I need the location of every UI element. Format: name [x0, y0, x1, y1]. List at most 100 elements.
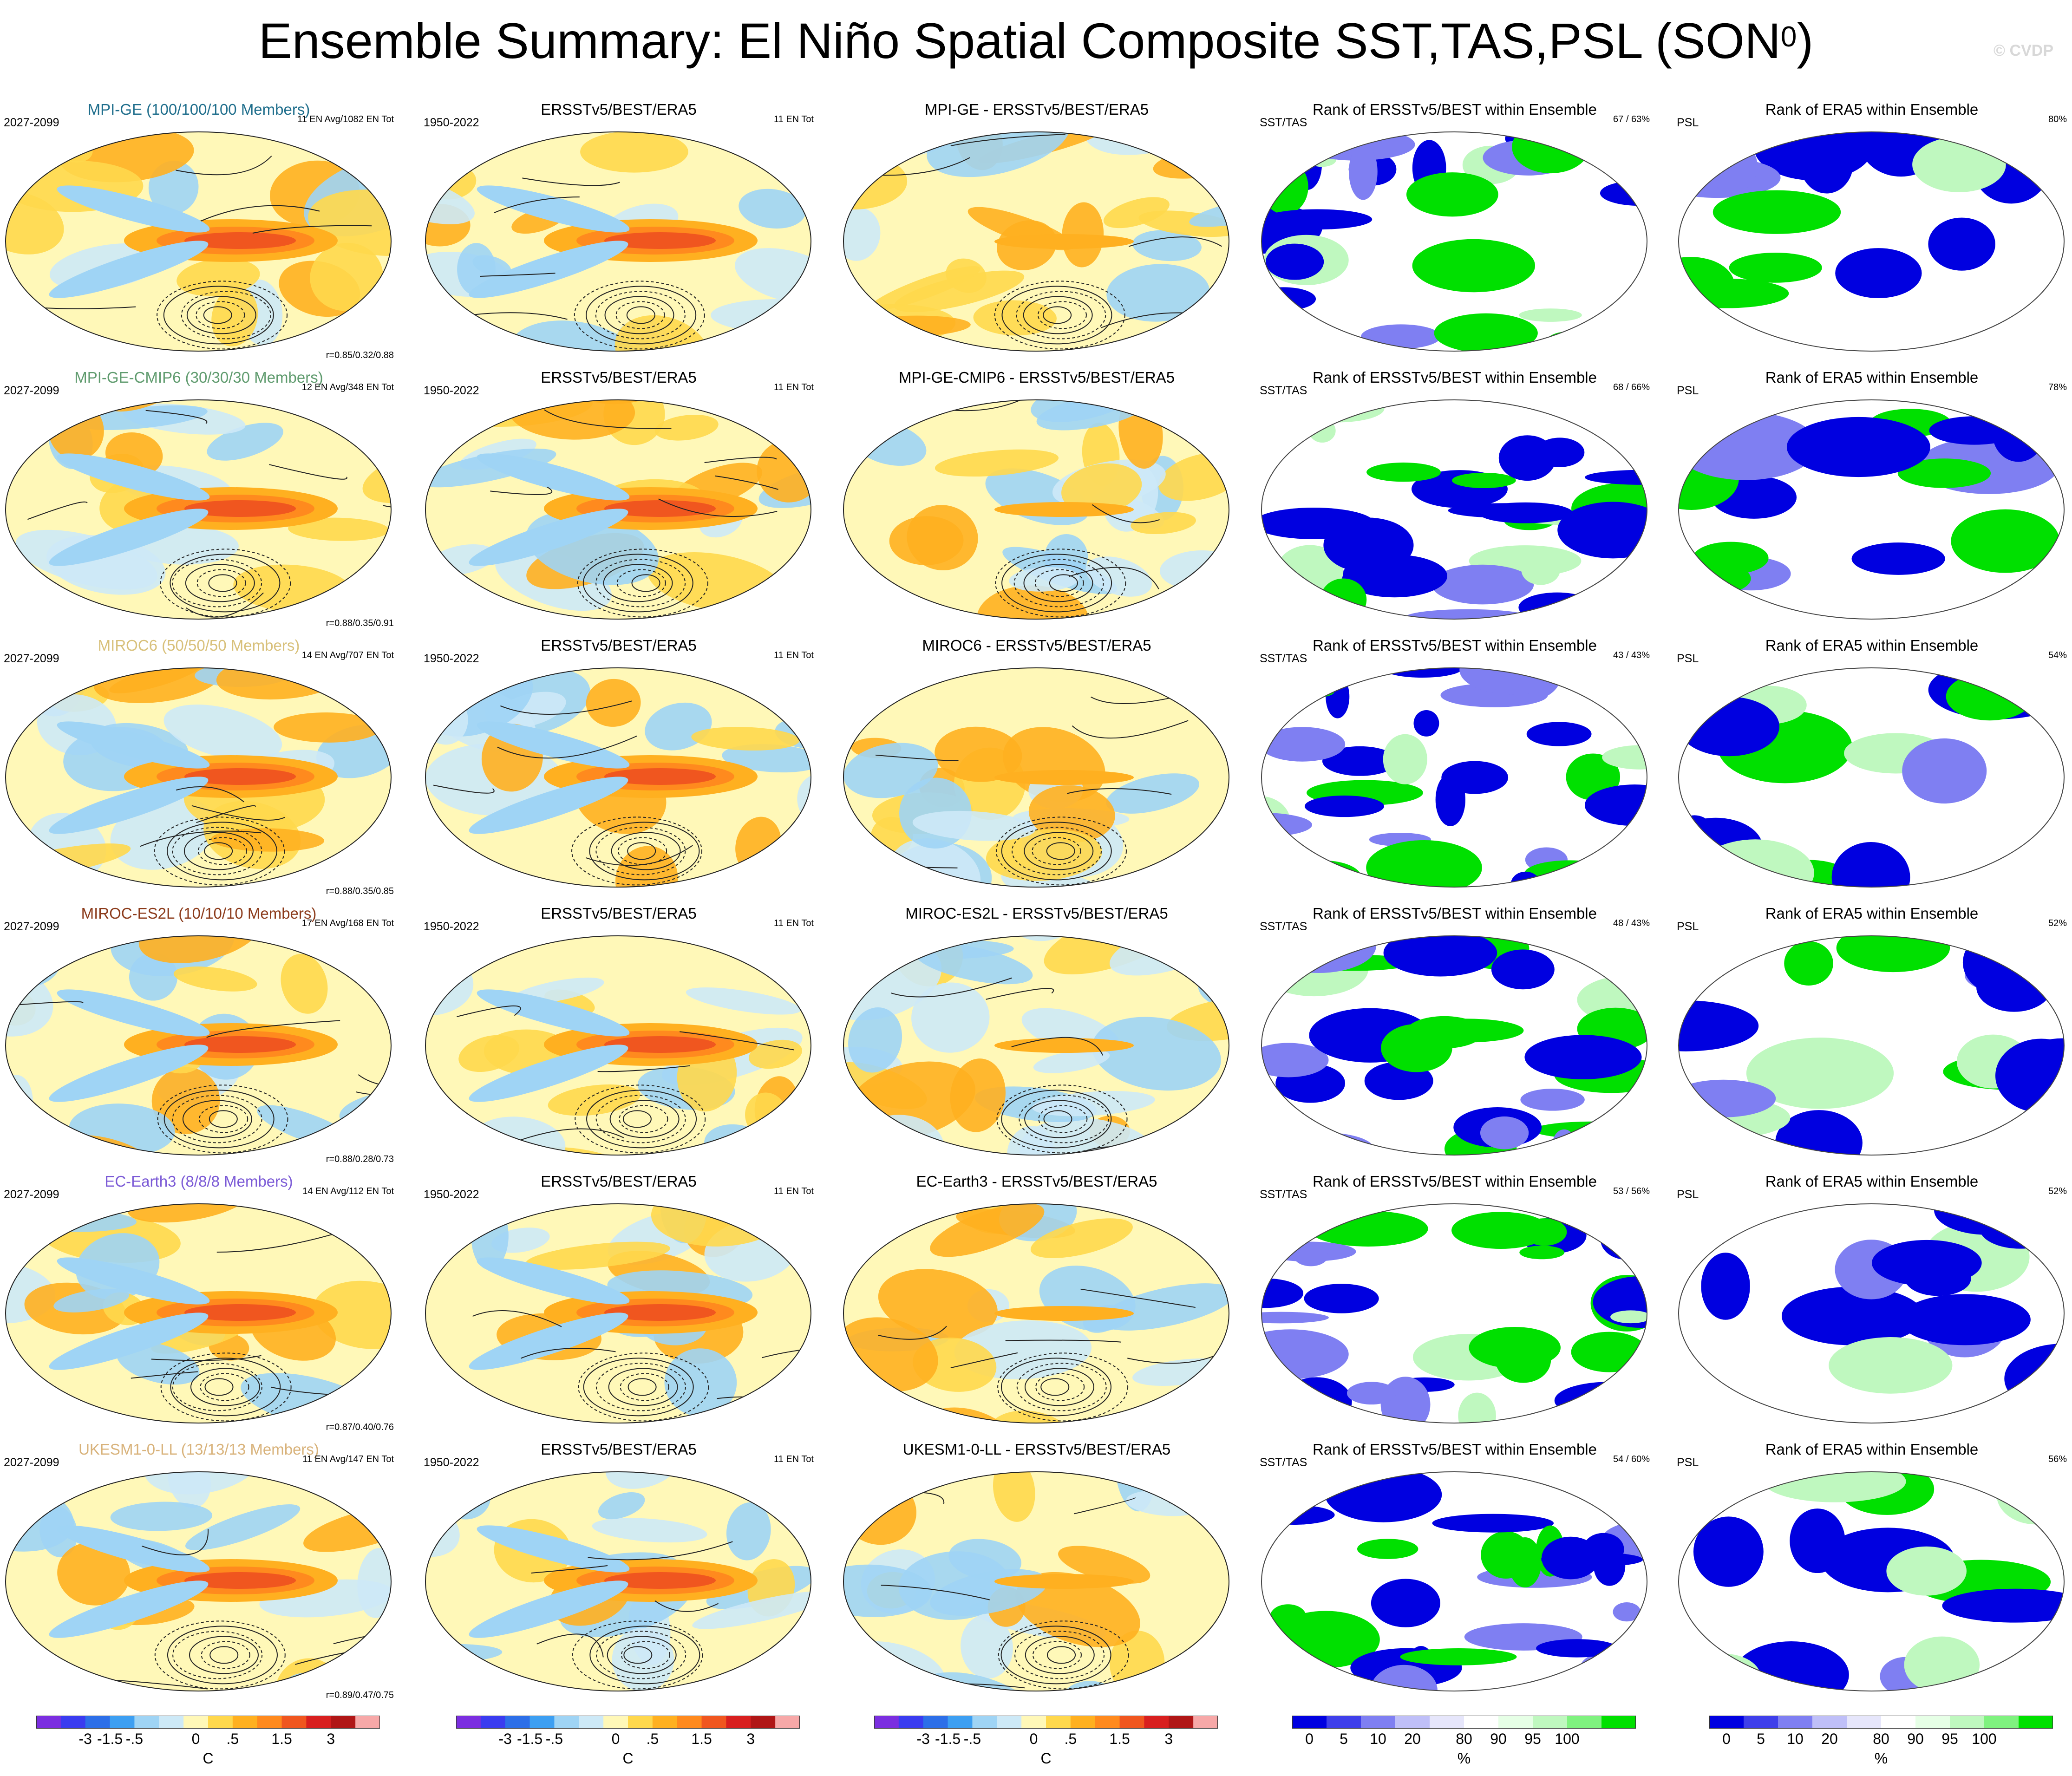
colorbar-tick-label: .5 — [1064, 1730, 1077, 1747]
colorbar-tick-label: 10 — [1787, 1730, 1804, 1747]
panel-right-label: 78% — [2048, 382, 2067, 392]
panel-rank-psl-row-6: Rank of ERA5 within Ensemble PSL 56% — [1677, 1441, 2067, 1704]
colorbar-swatch — [1430, 1716, 1464, 1729]
rank-sst-map — [1261, 1471, 1647, 1691]
panel-right-label: 14 EN Avg/707 EN Tot — [301, 650, 394, 660]
colorbar-tick-label: -3 — [916, 1730, 930, 1747]
pattern-correlation-label: r=0.88/0.35/0.85 — [326, 886, 394, 896]
panel-model-row-2: MPI-GE-CMIP6 (30/30/30 Members) 2027-2099… — [4, 369, 394, 633]
panel-left-label: 1950-2022 — [424, 116, 479, 129]
colorbar-tick-label: .5 — [646, 1730, 659, 1747]
panel-left-label: PSL — [1677, 652, 1699, 665]
panel-model-row-4: MIROC-ES2L (10/10/10 Members) 2027-2099 17… — [4, 905, 394, 1169]
colorbar-swatch — [1046, 1716, 1071, 1729]
colorbar-tick-label: 80 — [1873, 1730, 1889, 1747]
panel-title: Rank of ERA5 within Ensemble — [1765, 905, 1979, 922]
rank-sst-map — [1261, 935, 1647, 1156]
panel-title: MIROC6 - ERSSTv5/BEST/ERA5 — [922, 637, 1151, 654]
panel-title: ERSSTv5/BEST/ERA5 — [541, 1173, 697, 1190]
colorbar-swatch — [355, 1716, 380, 1729]
colorbar-swatch — [972, 1716, 997, 1729]
panel-title: Rank of ERSSTv5/BEST within Ensemble — [1313, 637, 1597, 654]
colorbar-3: -3 -1.5 -.5 0 .5 1.5 3 C — [874, 1716, 1218, 1771]
panel-title: Rank of ERA5 within Ensemble — [1765, 1441, 1979, 1458]
colorbar-5: 0 5 10 20 80 90 95 100% — [1709, 1716, 2053, 1771]
obs-map — [425, 1471, 811, 1691]
panel-right-label: 52% — [2048, 1186, 2067, 1196]
panel-obs-row-2: ERSSTv5/BEST/ERA5 1950-2022 11 EN Tot — [424, 369, 814, 633]
panel-right-label: 11 EN Tot — [774, 114, 814, 124]
panel-right-label: 14 EN Avg/112 EN Tot — [302, 1186, 394, 1196]
colorbar-tick-label: 3 — [746, 1730, 755, 1747]
colorbar-swatch — [898, 1716, 924, 1729]
colorbar-swatch — [1533, 1716, 1568, 1729]
colorbar-swatch — [628, 1716, 653, 1729]
rank-psl-map — [1678, 935, 2065, 1156]
colorbar-tick-label: 0 — [1722, 1730, 1731, 1747]
colorbar-swatch — [1744, 1716, 1778, 1729]
colorbar-2: -3 -1.5 -.5 0 .5 1.5 3 C — [456, 1716, 800, 1771]
colorbar-swatches — [456, 1716, 800, 1729]
colorbar-swatch — [1361, 1716, 1396, 1729]
colorbar-swatch — [751, 1716, 776, 1729]
colorbar-swatch — [1915, 1716, 1950, 1729]
colorbar-swatch — [1021, 1716, 1046, 1729]
panel-title: Rank of ERSSTv5/BEST within Ensemble — [1313, 1173, 1597, 1190]
panel-title: MPI-GE - ERSSTv5/BEST/ERA5 — [924, 101, 1149, 118]
colorbar-swatch — [1144, 1716, 1169, 1729]
pattern-correlation-label: r=0.87/0.40/0.76 — [326, 1422, 394, 1432]
colorbar-4: 0 5 10 20 80 90 95 100% — [1292, 1716, 1636, 1771]
panel-left-label: 1950-2022 — [424, 1188, 479, 1201]
colorbar-swatch — [652, 1716, 678, 1729]
colorbar-swatch — [1119, 1716, 1144, 1729]
colorbar-swatch — [874, 1716, 899, 1729]
colorbar-swatches — [874, 1716, 1218, 1729]
colorbar-swatch — [60, 1716, 86, 1729]
colorbar-swatch — [1881, 1716, 1916, 1729]
colorbar-swatch — [775, 1716, 800, 1729]
panel-left-label: PSL — [1677, 1188, 1699, 1201]
colorbar-tick-label: 90 — [1490, 1730, 1507, 1747]
colorbar-tick-label: -.5 — [963, 1730, 981, 1747]
panel-left-label: SST/TAS — [1260, 1188, 1307, 1201]
page-title: Ensemble Summary: El Niño Spatial Compos… — [258, 13, 1814, 69]
panel-right-label: 54 / 60% — [1613, 1454, 1650, 1464]
colorbar-tick-label: -.5 — [125, 1730, 144, 1747]
credit-text: © CVDP — [1994, 42, 2053, 59]
model-map — [5, 667, 392, 888]
panel-right-label: 11 EN Tot — [774, 650, 814, 660]
model-map — [5, 131, 392, 352]
panel-obs-row-4: ERSSTv5/BEST/ERA5 1950-2022 11 EN Tot — [424, 905, 814, 1169]
colorbar-swatches — [1709, 1716, 2053, 1729]
colorbar-swatch — [306, 1716, 331, 1729]
panel-left-label: 1950-2022 — [424, 384, 479, 397]
panel-right-label: 67 / 63% — [1613, 114, 1650, 124]
panel-rank-psl-row-4: Rank of ERA5 within Ensemble PSL 52% — [1677, 905, 2067, 1169]
colorbar-tick-label: -3 — [498, 1730, 512, 1747]
panel-title: Rank of ERA5 within Ensemble — [1765, 101, 1979, 118]
colorbar-tick-label: -1.5 — [935, 1730, 961, 1747]
panel-right-label: 11 EN Tot — [774, 1454, 814, 1464]
panel-left-label: SST/TAS — [1260, 384, 1307, 397]
colorbar-tick-label: 1.5 — [1109, 1730, 1130, 1747]
colorbar-swatch — [1709, 1716, 1744, 1729]
colorbar-swatch — [281, 1716, 307, 1729]
panel-left-label: 2027-2099 — [4, 920, 59, 933]
panel-rank-sst-row-1: Rank of ERSSTv5/BEST within Ensemble SST/… — [1260, 101, 1650, 365]
panel-title: ERSSTv5/BEST/ERA5 — [541, 101, 697, 118]
colorbar-unit: C — [1040, 1750, 1052, 1767]
colorbar-swatch — [36, 1716, 61, 1729]
rank-psl-map — [1678, 131, 2065, 352]
panel-left-label: 2027-2099 — [4, 1188, 59, 1201]
colorbar-tick-label: -3 — [78, 1730, 92, 1747]
panel-diff-row-4: MIROC-ES2L - ERSSTv5/BEST/ERA5 — [842, 905, 1232, 1169]
colorbar-swatch — [1498, 1716, 1533, 1729]
colorbar-swatch — [923, 1716, 948, 1729]
panel-obs-row-3: ERSSTv5/BEST/ERA5 1950-2022 11 EN Tot — [424, 637, 814, 901]
colorbar-swatch — [110, 1716, 135, 1729]
colorbar-swatch — [1395, 1716, 1430, 1729]
colorbar-tick-label: 20 — [1821, 1730, 1838, 1747]
colorbar-swatch — [505, 1716, 530, 1729]
colorbar-1: -3 -1.5 -.5 0 .5 1.5 3 C — [36, 1716, 380, 1771]
colorbar-tick-label: 20 — [1404, 1730, 1421, 1747]
